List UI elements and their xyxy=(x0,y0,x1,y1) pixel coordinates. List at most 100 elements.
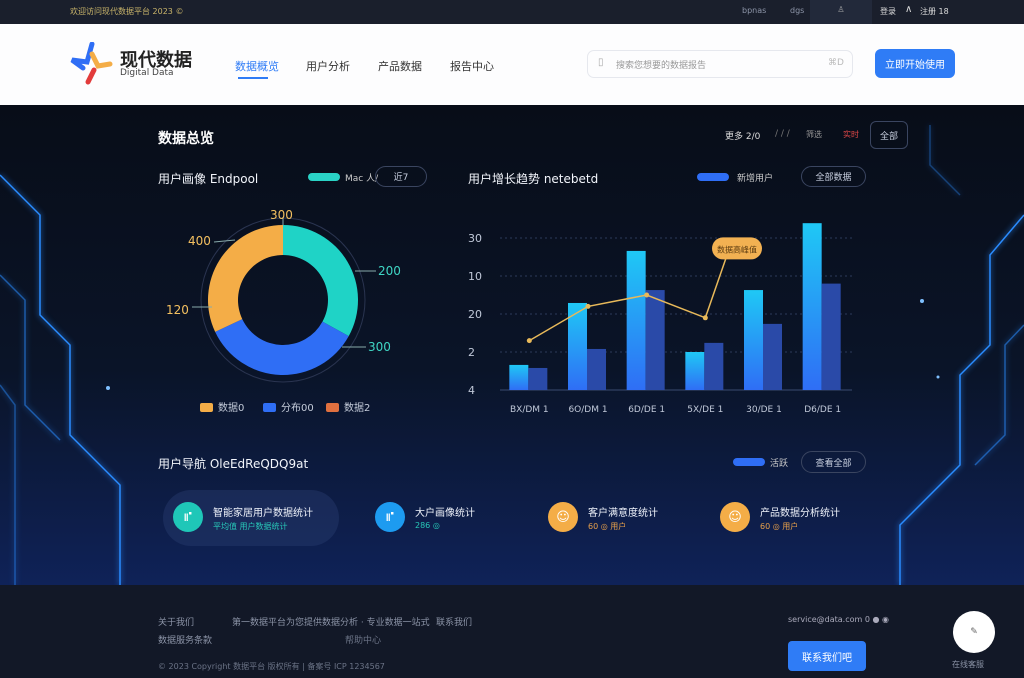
section-title: 数据总览 xyxy=(158,131,214,147)
card-subtitle: 286 ◎ xyxy=(415,521,440,530)
search-input[interactable]: ▯ 搜索您想要的数据报告 ⌘D xyxy=(587,50,853,78)
card-subtitle: 60 ◎ 用户 xyxy=(588,522,627,531)
nav-item-products[interactable]: 产品数据 xyxy=(378,60,422,73)
trend-point xyxy=(644,292,650,298)
card-title: 产品数据分析统计 xyxy=(760,508,840,519)
top-bar: 欢迎访问现代数据平台 2023 © bpnas dgs ♙ 登录 ∧ 注册 18 xyxy=(0,0,1024,24)
bar-primary xyxy=(509,364,529,390)
y-tick-label: 4 xyxy=(468,384,475,397)
x-tick-label: D6/DE 1 xyxy=(804,405,841,415)
filter-link[interactable]: 筛选 xyxy=(806,130,822,139)
view-all-button[interactable]: 查看全部 xyxy=(801,451,866,473)
bar-secondary xyxy=(587,348,606,390)
main-area xyxy=(0,105,1024,585)
bar-secondary xyxy=(645,290,665,390)
y-tick-label: 20 xyxy=(468,308,482,321)
bar-panel-title: 用户增长趋势 netebetd xyxy=(468,172,599,186)
donut-slice-label: 400 xyxy=(188,234,211,248)
legend-label: 分布00 xyxy=(281,402,314,414)
login-link[interactable]: 登录 xyxy=(880,7,896,16)
nav-item-users[interactable]: 用户分析 xyxy=(306,60,350,73)
cta-button[interactable]: 立即开始使用 xyxy=(875,49,955,78)
search-placeholder: 搜索您想要的数据报告 xyxy=(616,61,707,71)
bar-secondary xyxy=(704,342,724,390)
search-shortcut: ⌘D xyxy=(828,58,844,68)
nav-item-reports[interactable]: 报告中心 xyxy=(450,60,494,73)
donut-slice-label: 200 xyxy=(378,264,401,278)
donut-slice xyxy=(283,225,358,337)
chair-icon: ⑈ xyxy=(173,502,203,532)
search-icon: ▯ xyxy=(598,57,604,68)
logo-subtitle: Digital Data xyxy=(120,68,174,78)
all-data-button[interactable]: 全部数据 xyxy=(801,166,866,187)
bar-secondary xyxy=(763,323,782,390)
x-tick-label: BX/DM 1 xyxy=(510,405,549,415)
users-section-title: 用户导航 OleEdReQDQ9at xyxy=(158,457,309,471)
user-card[interactable]: ☺ 产品数据分析统计 60 ◎ 用户 xyxy=(720,490,880,546)
footer-text: 第一数据平台为您提供数据分析 · 专业数据一站式 xyxy=(232,618,430,628)
card-subtitle: 平均值 用户数据统计 xyxy=(213,522,288,531)
caret-up-icon: ∧ xyxy=(905,4,913,15)
x-tick-label: 30/DE 1 xyxy=(746,405,782,415)
card-title: 客户满意度统计 xyxy=(588,508,658,519)
footer-link[interactable]: 联系我们 xyxy=(436,618,473,628)
top-link[interactable]: dgs xyxy=(790,6,805,15)
overview-meta: 更多 2/0 xyxy=(725,132,761,142)
logo-title: 现代数据 xyxy=(120,50,192,71)
donut-slice-label: 300 xyxy=(368,340,391,354)
bar-primary xyxy=(626,250,646,390)
notice-text: 欢迎访问现代数据平台 2023 © xyxy=(70,7,184,16)
trend-point xyxy=(526,338,532,344)
tooltip xyxy=(712,237,762,260)
user-card[interactable]: ⑈ 大户画像统计 286 ◎ xyxy=(375,490,535,546)
legend-label: 数据2 xyxy=(344,401,370,414)
bar-primary xyxy=(802,223,822,390)
range-button[interactable]: 近7 xyxy=(375,166,427,187)
contact-button[interactable]: 联系我们吧 xyxy=(788,641,866,671)
donut-top-label: 300 xyxy=(270,208,293,222)
bar-secondary xyxy=(821,283,841,390)
user-card[interactable]: ☺ 客户满意度统计 60 ◎ 用户 xyxy=(548,490,708,546)
tooltip-text: 数据高峰值 xyxy=(717,244,757,254)
legend-swatch xyxy=(697,173,729,181)
bar-primary xyxy=(685,352,705,390)
donut-left-label: 120 xyxy=(166,303,189,317)
card-subtitle: 60 ◎ 用户 xyxy=(760,522,799,531)
users-legend-label: 活跃 xyxy=(770,459,789,469)
footer-link[interactable]: 帮助中心 xyxy=(345,636,382,646)
legend-swatch xyxy=(733,458,765,466)
logo-icon xyxy=(70,42,113,85)
donut-legend-label: Mac 人/ xyxy=(345,174,379,184)
person-icon: ☺ xyxy=(548,502,578,532)
bar-primary xyxy=(744,290,763,390)
footer: 关于我们 数据服务条款 第一数据平台为您提供数据分析 · 专业数据一站式 帮助中… xyxy=(0,585,1024,678)
bar-primary xyxy=(568,302,587,390)
legend-swatch xyxy=(326,403,339,412)
footer-link[interactable]: 关于我们 xyxy=(158,618,195,628)
chat-label: 在线客服 xyxy=(952,660,984,669)
user-icon[interactable]: ♙ xyxy=(810,0,872,24)
register-link[interactable]: 注册 18 xyxy=(920,7,949,16)
bar-chart: 4 2 20 10 30 BX/DM 1 6O/DM 1 6D/DE 1 5X/DE 1 30/D… xyxy=(468,223,852,415)
card-title: 智能家居用户数据统计 xyxy=(213,508,313,519)
legend-swatch xyxy=(308,173,340,181)
bar-secondary xyxy=(528,367,548,390)
x-tick-label: 6O/DM 1 xyxy=(568,405,607,415)
more-button[interactable]: 全部 xyxy=(870,121,908,149)
header: 现代数据 Digital Data 数据概览 用户分析 产品数据 报告中心 ▯ … xyxy=(0,24,1024,105)
donut-panel-title: 用户画像 Endpool xyxy=(158,172,259,186)
chair-icon: ⑈ xyxy=(375,502,405,532)
nav-active-indicator xyxy=(238,77,268,79)
y-tick-label: 30 xyxy=(468,232,482,245)
footer-link[interactable]: 数据服务条款 xyxy=(158,636,213,646)
bar-legend-label: 新增用户 xyxy=(737,174,774,184)
user-card[interactable]: ⑈ 智能家居用户数据统计 平均值 用户数据统计 xyxy=(163,490,339,546)
top-link[interactable]: bpnas xyxy=(742,6,767,15)
overview-separator: / / / xyxy=(775,129,790,139)
donut-chart: 200 300 400 300 120 数据0 分布00 数据2 xyxy=(166,208,401,414)
nav-item-overview[interactable]: 数据概览 xyxy=(235,60,279,73)
chat-button[interactable]: ✎ xyxy=(953,611,995,653)
legend-swatch xyxy=(200,403,213,412)
x-tick-label: 6D/DE 1 xyxy=(628,405,665,415)
donut-slice xyxy=(215,319,349,375)
